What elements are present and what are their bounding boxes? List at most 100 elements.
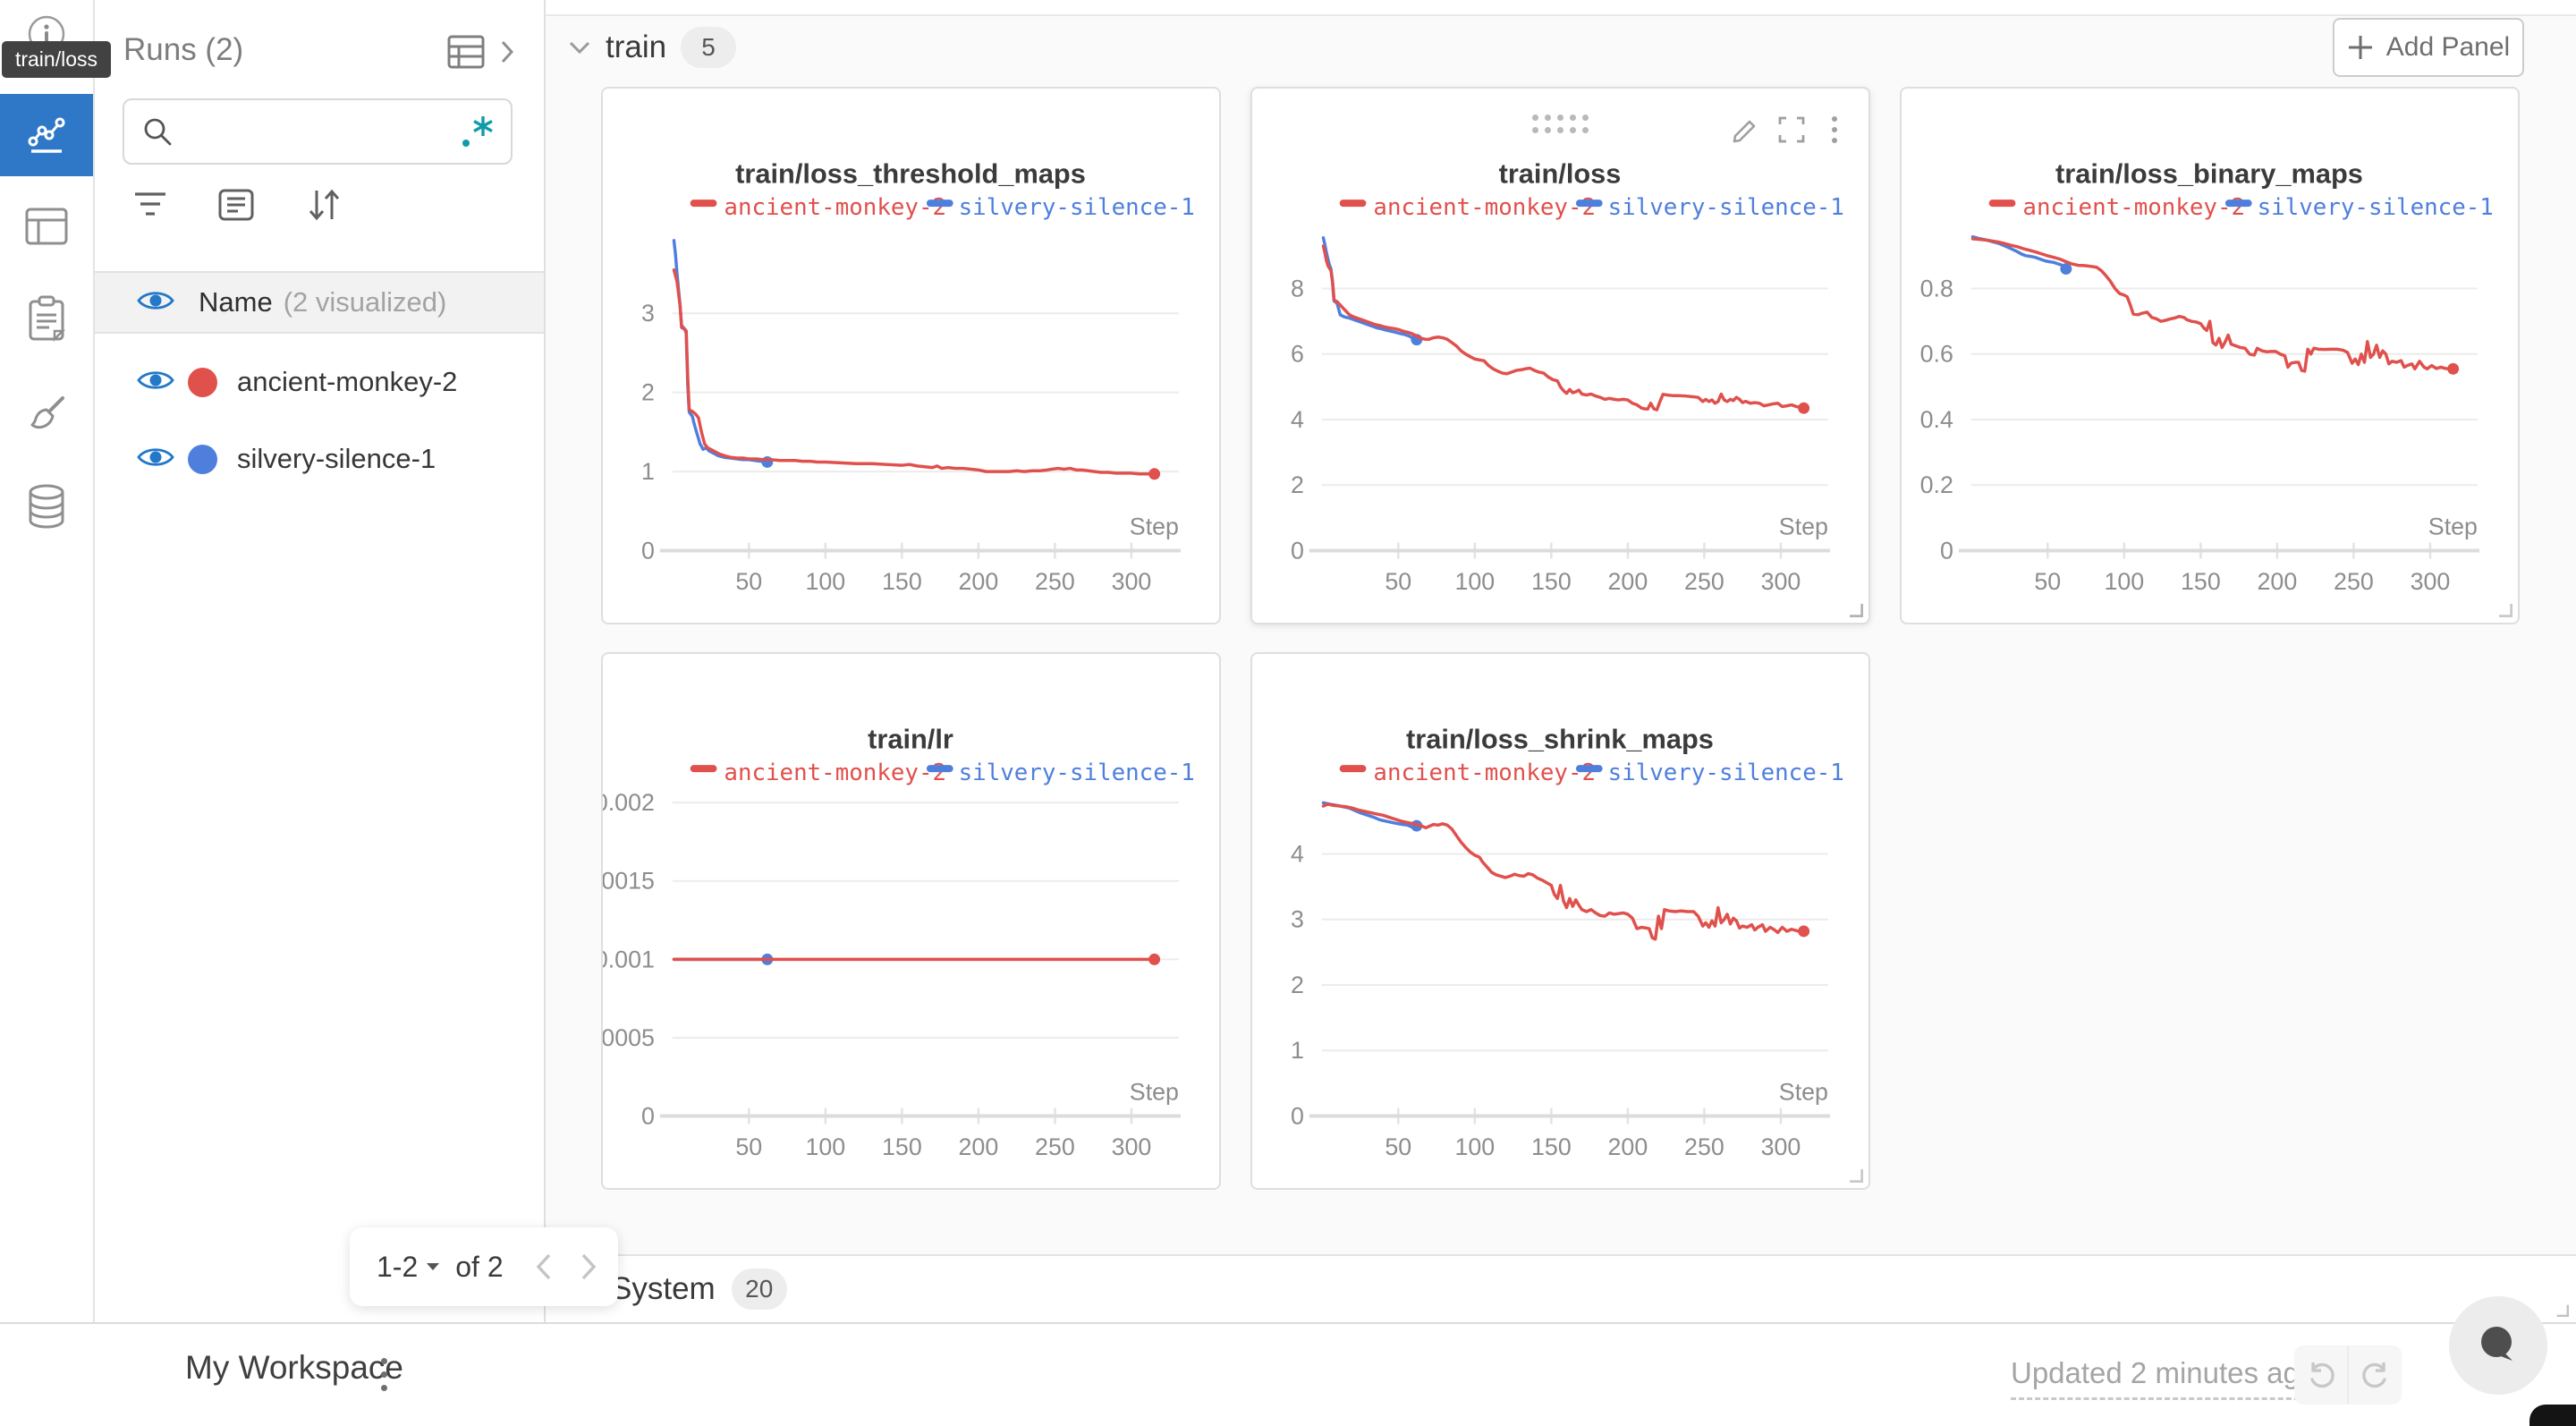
- run-row[interactable]: silvery-silence-1: [95, 422, 544, 496]
- svg-text:50: 50: [735, 1133, 762, 1160]
- svg-text:0.4: 0.4: [1920, 406, 1953, 433]
- section-header-train[interactable]: train 5: [568, 27, 737, 68]
- chart-panel[interactable]: train/loss_shrink_maps ancient-monkey-2 si…: [1250, 652, 1870, 1190]
- chevron-right-icon: [501, 40, 514, 64]
- svg-text:train/loss: train/loss: [1499, 157, 1622, 189]
- redo-icon: [2361, 1362, 2386, 1388]
- add-panel-button[interactable]: Add Panel: [2333, 18, 2524, 77]
- search-input[interactable]: [182, 115, 459, 148]
- caret-down-icon[interactable]: [425, 1261, 441, 1272]
- svg-text:silvery-silence-1: silvery-silence-1: [959, 194, 1195, 221]
- svg-text:3: 3: [641, 300, 655, 327]
- svg-text:0.6: 0.6: [1920, 341, 1953, 368]
- panel-bank: train 5 Add Panel train/loss_threshold_m…: [544, 0, 2576, 1324]
- regex-toggle-icon[interactable]: [459, 111, 496, 152]
- svg-text:250: 250: [1684, 1133, 1724, 1160]
- page-range[interactable]: 1-2: [377, 1250, 419, 1283]
- visualized-count-label: (2 visualized): [283, 286, 447, 318]
- svg-text:150: 150: [1531, 568, 1572, 595]
- svg-text:6: 6: [1291, 341, 1304, 368]
- panel-tooltip: train/loss: [2, 41, 111, 78]
- chart-panel[interactable]: train/loss_threshold_maps ancient-monkey-…: [601, 87, 1221, 624]
- sidebar-item-charts[interactable]: [0, 94, 93, 176]
- prev-page-icon[interactable]: [534, 1252, 554, 1282]
- updated-status[interactable]: Updated 2 minutes ago: [2011, 1356, 2317, 1400]
- redo-button[interactable]: [2349, 1345, 2402, 1405]
- svg-text:300: 300: [1112, 1133, 1152, 1160]
- sidebar-item-logs[interactable]: [0, 277, 93, 360]
- svg-text:0.002: 0.002: [603, 789, 655, 816]
- run-name[interactable]: silvery-silence-1: [237, 443, 436, 474]
- resize-handle-icon[interactable]: [1847, 1167, 1863, 1183]
- plus-icon: [2348, 36, 2372, 59]
- resize-handle-icon[interactable]: [2496, 601, 2512, 617]
- add-panel-label: Add Panel: [2385, 32, 2511, 62]
- svg-text:300: 300: [1112, 568, 1152, 595]
- run-row[interactable]: ancient-monkey-2: [95, 345, 544, 419]
- svg-text:4: 4: [1291, 840, 1304, 867]
- resize-handle-icon[interactable]: [2555, 1303, 2569, 1317]
- svg-text:100: 100: [805, 1133, 845, 1160]
- chat-widget-button[interactable]: [2449, 1296, 2547, 1395]
- svg-text:150: 150: [882, 1133, 922, 1160]
- corner-widget-edge: [2529, 1405, 2576, 1426]
- svg-text:train/loss_binary_maps: train/loss_binary_maps: [2055, 157, 2363, 189]
- svg-text:Step: Step: [1779, 1079, 1828, 1106]
- bottom-bar: My Workspace Updated 2 minutes ago: [0, 1322, 2576, 1426]
- runs-toolbar: [131, 184, 453, 229]
- svg-text:200: 200: [1608, 1133, 1648, 1160]
- sidebar-item-sweeps[interactable]: [0, 373, 93, 455]
- sidebar-item-artifacts[interactable]: [0, 465, 93, 547]
- line-chart-icon: [28, 117, 65, 153]
- list-icon: [218, 189, 254, 220]
- undo-icon: [2309, 1362, 2334, 1388]
- workspace-title[interactable]: My Workspace: [185, 1349, 403, 1386]
- svg-text:ancient-monkey-2: ancient-monkey-2: [1373, 760, 1596, 786]
- svg-text:train/loss_threshold_maps: train/loss_threshold_maps: [735, 157, 1086, 189]
- svg-text:4: 4: [1291, 406, 1304, 433]
- group-button[interactable]: [216, 187, 256, 227]
- svg-text:ancient-monkey-2: ancient-monkey-2: [1373, 194, 1596, 221]
- runs-name-header[interactable]: Name (2 visualized): [95, 271, 544, 334]
- runs-sidebar: Runs (2): [95, 0, 618, 1322]
- fullscreen-panel-button[interactable]: [1772, 110, 1811, 149]
- svg-text:2: 2: [1291, 972, 1304, 998]
- section-label: train: [606, 30, 667, 64]
- eye-icon[interactable]: [136, 444, 175, 475]
- run-color-dot[interactable]: [188, 444, 217, 474]
- svg-text:1: 1: [641, 458, 655, 485]
- svg-text:3: 3: [1291, 906, 1304, 933]
- expand-runs-table-button[interactable]: [447, 34, 528, 70]
- svg-text:150: 150: [882, 568, 922, 595]
- section-header-system[interactable]: System 20: [544, 1254, 2576, 1324]
- run-name[interactable]: ancient-monkey-2: [237, 366, 458, 397]
- search-icon: [144, 118, 172, 146]
- sort-button[interactable]: [302, 185, 345, 229]
- svg-text:ancient-monkey-2: ancient-monkey-2: [724, 194, 946, 221]
- run-color-dot[interactable]: [188, 367, 217, 397]
- edit-panel-button[interactable]: [1725, 110, 1765, 149]
- sidebar-item-table[interactable]: [0, 185, 93, 267]
- workspace-menu-button[interactable]: [370, 1349, 397, 1399]
- svg-text:0.0005: 0.0005: [603, 1024, 655, 1051]
- fullscreen-icon: [1778, 116, 1805, 143]
- main-top-band: [544, 0, 2576, 16]
- filter-button[interactable]: [131, 187, 170, 227]
- svg-text:ancient-monkey-2: ancient-monkey-2: [724, 760, 946, 786]
- resize-handle-icon[interactable]: [1847, 601, 1863, 617]
- panel-menu-button[interactable]: [1815, 110, 1854, 149]
- eye-icon[interactable]: [136, 367, 175, 398]
- chart-panel[interactable]: train/lr ancient-monkey-2 silvery-silence-…: [601, 652, 1221, 1190]
- svg-text:300: 300: [2411, 568, 2451, 595]
- eye-icon[interactable]: [136, 287, 175, 318]
- runs-pagination: 1-2 of 2: [350, 1227, 618, 1306]
- drag-handle-icon[interactable]: [1530, 112, 1592, 137]
- chart-panel[interactable]: train/loss_binary_maps ancient-monkey-2 si…: [1900, 87, 2520, 624]
- pencil-icon: [1733, 120, 1756, 143]
- undo-button[interactable]: [2294, 1345, 2349, 1405]
- chart-panel[interactable]: train/loss ancient-monkey-2 silvery-silenc…: [1250, 87, 1870, 624]
- next-page-icon[interactable]: [579, 1252, 598, 1282]
- svg-text:1: 1: [1291, 1037, 1304, 1064]
- svg-text:2: 2: [641, 379, 655, 406]
- svg-text:250: 250: [1035, 568, 1075, 595]
